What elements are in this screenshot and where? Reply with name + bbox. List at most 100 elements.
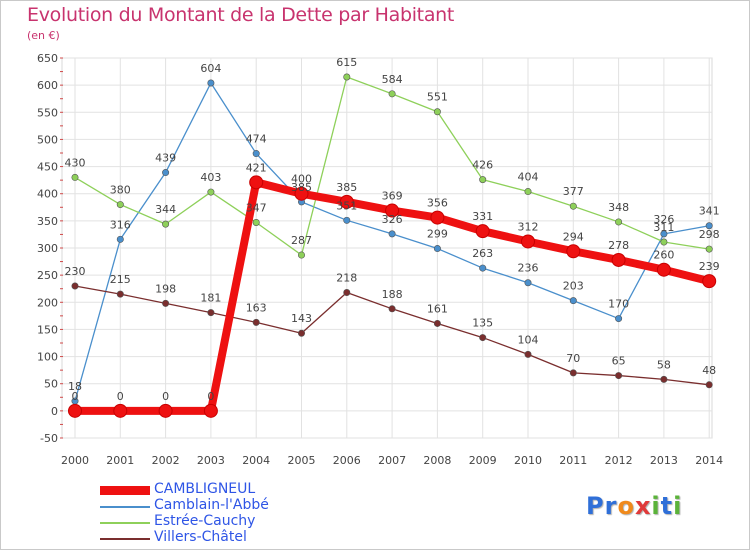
x-tick-label: 2000 — [61, 454, 89, 467]
x-tick-label: 2010 — [514, 454, 542, 467]
data-label: 239 — [699, 260, 720, 273]
data-label: 404 — [518, 171, 539, 184]
data-point — [656, 262, 671, 277]
data-point — [388, 230, 396, 238]
y-tick-label: 500 — [37, 133, 58, 146]
data-point — [203, 403, 218, 418]
data-label: 351 — [336, 199, 357, 212]
x-tick-label: 2001 — [106, 454, 134, 467]
data-label: 474 — [246, 133, 267, 146]
data-label: 356 — [427, 197, 448, 210]
data-point — [521, 234, 535, 249]
y-tick-label: 400 — [37, 188, 58, 201]
data-label: 0 — [72, 390, 79, 403]
data-label: 0 — [117, 390, 124, 403]
data-point — [524, 279, 532, 287]
data-point — [252, 150, 260, 158]
y-tick-label: 600 — [37, 79, 58, 92]
data-label: 326 — [382, 213, 403, 226]
y-tick-label: 150 — [37, 323, 58, 336]
x-tick-label: 2014 — [695, 454, 723, 467]
chart-subtitle: (en €) — [27, 29, 60, 42]
y-tick-label: 550 — [37, 106, 58, 119]
data-point — [433, 319, 441, 327]
data-label: 385 — [336, 181, 357, 194]
data-point — [611, 252, 626, 267]
data-point — [343, 289, 351, 297]
data-label: 0 — [162, 390, 169, 403]
data-point — [113, 403, 128, 418]
y-tick-label: 350 — [37, 215, 58, 228]
data-label: 236 — [518, 262, 539, 275]
data-label: 294 — [563, 230, 584, 243]
data-point — [343, 73, 351, 81]
proxiti-logo: Proxiti — [586, 492, 683, 520]
data-point — [343, 216, 351, 224]
data-point — [433, 108, 441, 116]
data-label: 369 — [382, 190, 403, 203]
data-label: 135 — [472, 317, 493, 330]
data-point — [705, 222, 713, 230]
data-label: 287 — [291, 234, 312, 247]
x-tick-label: 2002 — [152, 454, 180, 467]
data-point — [479, 264, 487, 272]
data-label: 426 — [472, 159, 493, 172]
data-point — [615, 218, 623, 226]
data-point — [297, 329, 305, 337]
data-label: 421 — [246, 161, 267, 174]
y-tick-label: 650 — [37, 52, 58, 65]
data-label: 230 — [65, 265, 86, 278]
data-point — [207, 188, 215, 196]
data-label: 439 — [155, 152, 176, 165]
data-point — [297, 251, 305, 259]
data-point — [569, 202, 577, 210]
data-point — [615, 372, 623, 380]
legend-label: Estrée-Cauchy — [154, 513, 256, 529]
data-point — [479, 334, 487, 342]
data-label: 604 — [200, 62, 221, 75]
data-point — [71, 173, 79, 181]
data-label: 65 — [612, 355, 626, 368]
x-tick-label: 2003 — [197, 454, 225, 467]
data-label: 278 — [608, 239, 629, 252]
data-label: 551 — [427, 91, 448, 104]
x-tick-label: 2012 — [605, 454, 633, 467]
data-point — [162, 220, 170, 228]
data-label: 316 — [110, 218, 131, 231]
data-label: 18 — [68, 380, 82, 393]
x-tick-label: 2006 — [333, 454, 361, 467]
data-point — [294, 186, 309, 201]
data-label: 163 — [246, 301, 267, 314]
legend-swatch — [100, 522, 150, 524]
data-label: 347 — [246, 201, 267, 214]
data-point — [569, 369, 577, 377]
legend-swatch — [100, 538, 150, 540]
data-point — [339, 194, 354, 209]
data-label: 403 — [200, 171, 221, 184]
data-label: 260 — [653, 249, 674, 262]
data-point — [702, 274, 717, 289]
y-tick-label: 250 — [37, 269, 58, 282]
data-label: 326 — [653, 213, 674, 226]
y-tick-label: 50 — [44, 378, 58, 391]
data-point — [479, 176, 487, 184]
data-label: 299 — [427, 228, 448, 241]
data-label: 348 — [608, 201, 629, 214]
y-tick-label: 100 — [37, 351, 58, 364]
x-tick-label: 2009 — [469, 454, 497, 467]
data-label: 584 — [382, 73, 403, 86]
chart-title: Evolution du Montant de la Dette par Hab… — [27, 4, 455, 26]
x-tick-label: 2007 — [378, 454, 406, 467]
data-point — [705, 381, 713, 389]
data-point — [252, 318, 260, 326]
data-point — [116, 201, 124, 209]
data-label: 400 — [291, 173, 312, 186]
data-point — [705, 245, 713, 253]
data-point — [252, 218, 260, 226]
data-point — [430, 210, 445, 225]
data-label: 70 — [566, 352, 580, 365]
legend-swatch — [100, 506, 150, 508]
data-point — [566, 244, 581, 259]
data-point — [615, 315, 623, 323]
y-tick-label: 0 — [51, 405, 58, 418]
